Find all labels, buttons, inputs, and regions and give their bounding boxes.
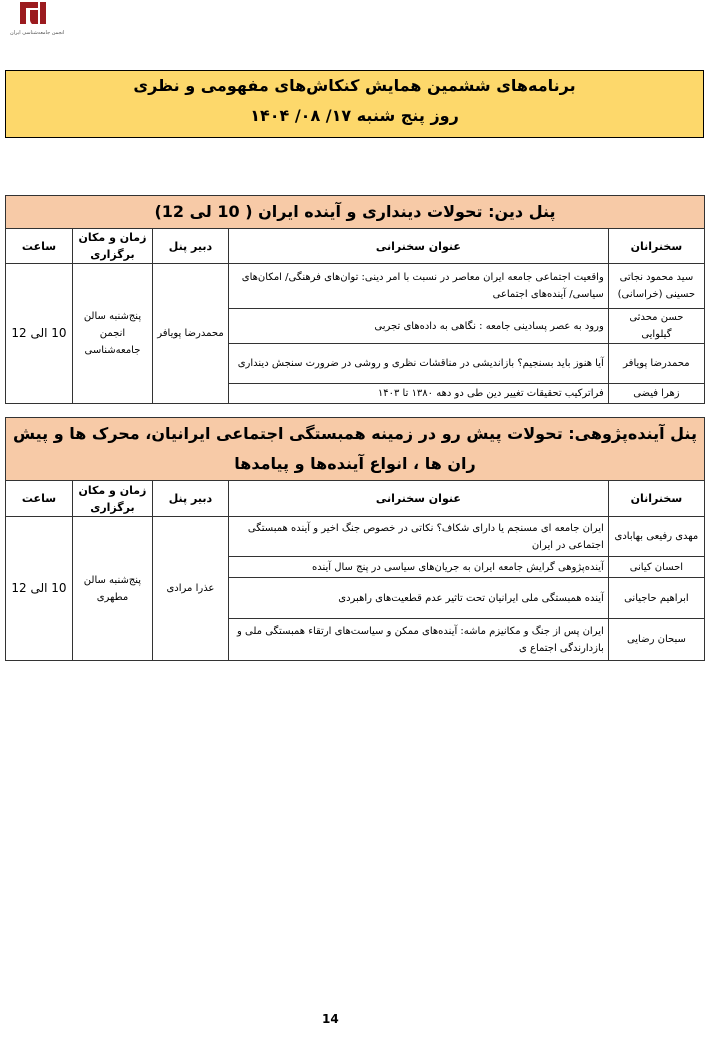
speaker-name: مهدی رفیعی بهابادی (607, 516, 706, 557)
speaker-name: زهرا فیضی (607, 383, 706, 404)
program-header: برنامه‌های ششمین همایش کنکاش‌های مفهومی … (5, 70, 704, 138)
talk-title: ایران جامعه ای مسنجم یا دارای شکاف؟ نکات… (227, 516, 609, 557)
table-row: حسن محدثی گیلوایی ورود به عصر پسادینی جام… (6, 308, 706, 344)
header-talk: عنوان سخنرانی (227, 480, 609, 517)
speaker-name: سید محمود نجاتی حسینی (خراسانی) (607, 263, 706, 309)
speaker-name: حسن محدثی گیلوایی (607, 308, 706, 344)
talk-title: ایران پس از جنگ و مکانیزم ماشه: آینده‌ها… (227, 618, 609, 661)
panel-table-futures: پنل آینده‌پژوهی: تحولات پیش رو در زمینه … (5, 417, 706, 661)
table-row: سبحان رضایی ایران پس از جنگ و مکانیزم ماش… (6, 618, 706, 661)
header-venue: زمان و مکان برگزاری (71, 480, 153, 517)
talk-title: آینده‌پژوهی گرایش جامعه ایران به جریان‌ه… (227, 556, 609, 578)
header-talk: عنوان سخنرانی (227, 228, 609, 264)
panel-time: 10 الی 12 (5, 263, 73, 404)
program-title: برنامه‌های ششمین همایش کنکاش‌های مفهومی … (133, 76, 576, 95)
header-chair: دبیر پنل (151, 480, 229, 517)
header-time: ساعت (5, 228, 73, 264)
speaker-name: سبحان رضایی (607, 618, 706, 661)
panel-time: 10 الی 12 (5, 516, 73, 661)
panel-venue: پنج‌شنبه سالن مطهری (71, 516, 153, 661)
table-row: محمدرضا پویافر آیا هنوز باید بسنجیم؟ بازا… (6, 343, 706, 384)
logo-text: انجمن جامعه‌شناسی ایران (10, 30, 65, 36)
page-number: 14 (322, 1012, 339, 1026)
panel-table-religion: پنل دین: تحولات دینداری و آینده ایران ( … (5, 195, 706, 404)
table-row: زهرا فیضی فراترکیب تحقیقات تغییر دین طی د… (6, 383, 706, 404)
logo-mark-icon (20, 2, 46, 24)
talk-title: فراترکیب تحقیقات تغییر دین طی دو دهه ۱۳۸… (227, 383, 609, 404)
talk-title: ورود به عصر پسادینی جامعه : نگاهی به داد… (227, 308, 609, 344)
header-speakers: سخنرانان (607, 480, 706, 517)
header-speakers: سخنرانان (607, 228, 706, 264)
panel-title: پنل آینده‌پژوهی: تحولات پیش رو در زمینه … (5, 417, 705, 481)
program-date: روز پنج شنبه ۱۷/ ۰۸/ ۱۴۰۴ (250, 106, 459, 125)
panel-venue: پنج‌شنبه سالن انجمن جامعه‌شناسی (71, 263, 153, 404)
talk-title: آیا هنوز باید بسنجیم؟ بازاندیشی در مناقش… (227, 343, 609, 384)
talk-title: واقعیت اجتماعی جامعه ایران معاصر در نسبت… (227, 263, 609, 309)
table-row: سید محمود نجاتی حسینی (خراسانی) واقعیت اج… (5, 263, 706, 404)
speaker-name: ابراهیم حاجیانی (607, 577, 706, 619)
header-chair: دبیر پنل (151, 228, 229, 264)
panel-title: پنل دین: تحولات دینداری و آینده ایران ( … (5, 195, 705, 229)
speaker-name: محمدرضا پویافر (607, 343, 706, 384)
header-time: ساعت (5, 480, 73, 517)
logo: انجمن جامعه‌شناسی ایران (4, 0, 68, 42)
panel-chair: محمدرضا پویافر (151, 263, 229, 404)
table-row: مهدی رفیعی بهابادی ایران جامعه ای مسنجم ی… (5, 516, 706, 661)
panel-chair: عذرا مرادی (151, 516, 229, 661)
talk-title: آینده همبستگی ملی ایرانیان تحت تاثیر عدم… (227, 577, 609, 619)
header-venue: زمان و مکان برگزاری (71, 228, 153, 264)
speaker-name: احسان کیانی (607, 556, 706, 578)
table-row: احسان کیانی آینده‌پژوهی گرایش جامعه ایران… (6, 556, 706, 578)
